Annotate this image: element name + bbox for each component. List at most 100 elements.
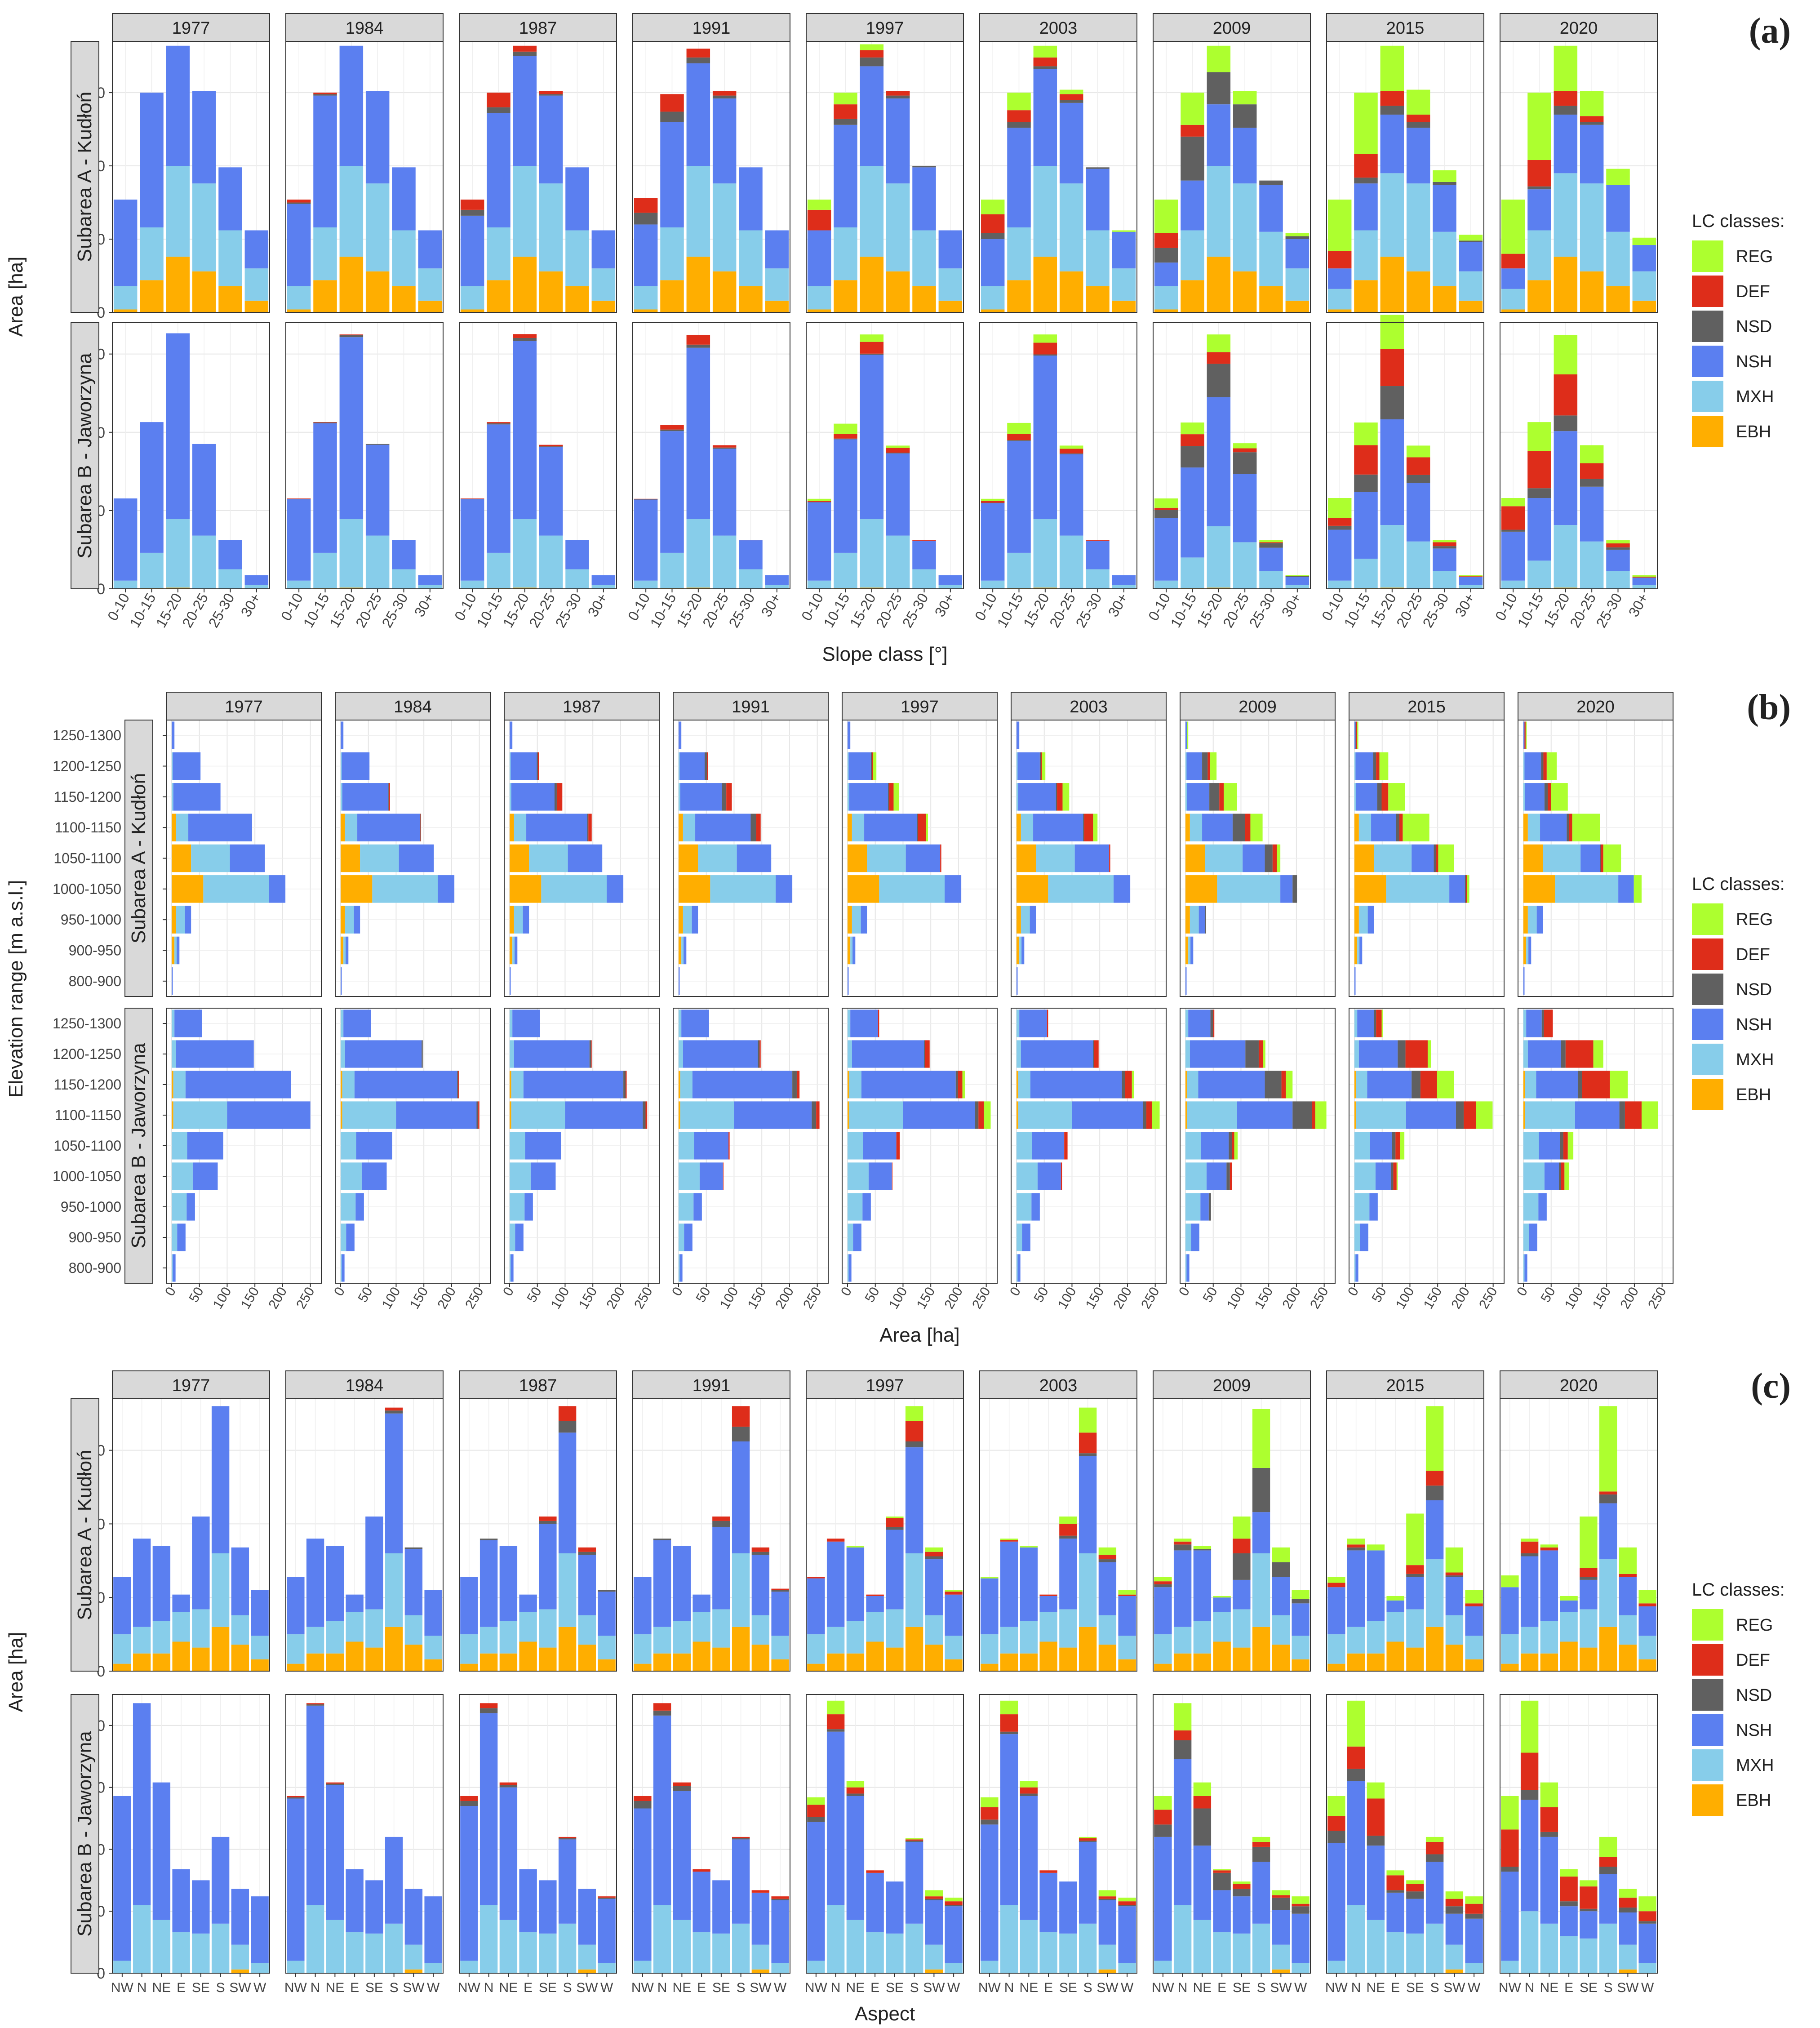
bar-mxh-1150-1200: [1525, 1071, 1536, 1098]
bar-nsh-15-20: [1033, 69, 1057, 166]
bar-nsh-1150-1200: [861, 1071, 956, 1098]
bar-reg-1250-1300: [1357, 721, 1358, 749]
bar-nsh-10-15: [1007, 128, 1031, 227]
bar-mxh-1000-1050: [879, 875, 945, 903]
bar-mxh-w: [1465, 1963, 1483, 1973]
bar-nsh-n: [133, 1539, 151, 1627]
bar-ebh-sw: [231, 1969, 249, 1973]
bar-mxh-1250-1300: [1017, 1010, 1020, 1037]
bar-mxh-25-30: [392, 230, 416, 286]
facet-strip-label: 1984: [394, 698, 432, 716]
plot-border: [1349, 720, 1505, 997]
panel-tag: (a): [1749, 11, 1791, 51]
bar-nsd-n: [1173, 1740, 1192, 1759]
plot-area: [1153, 323, 1310, 589]
bar-nsd-20-25: [712, 447, 737, 449]
bar-nsd-1150-1200: [722, 783, 727, 811]
legend-item-reg: REG: [1692, 1609, 1773, 1641]
bar-nsh-1150-1200: [1367, 1071, 1412, 1098]
bar-mxh-nw: [1501, 1634, 1519, 1664]
x-tick-label: S: [390, 1980, 399, 1995]
bar-reg-n: [1520, 1539, 1539, 1542]
bar-mxh-30: [1112, 585, 1136, 589]
bar-mxh-20-25: [1233, 542, 1257, 589]
bar-nsh-950-1000: [523, 906, 529, 934]
bar-ebh-20-25: [192, 271, 216, 312]
bar-mxh-25-30: [218, 230, 242, 286]
plot-border: [1349, 1008, 1505, 1284]
bar-nsh-800-900: [1523, 967, 1525, 995]
bar-nsd-15-20: [1554, 415, 1578, 431]
bar-nsd-10-15: [1007, 440, 1031, 441]
bar-nsh-1000-1050: [1449, 875, 1465, 903]
bar-nsh-800-900: [172, 967, 173, 995]
bar-def-w: [1292, 1903, 1310, 1907]
bar-mxh-20-25: [1580, 541, 1604, 589]
x-tick-label: SE: [886, 1980, 904, 1995]
bar-mxh-nw: [287, 1634, 305, 1664]
bar-mxh-950-1000: [345, 906, 354, 934]
bar-reg-1200-1250: [1042, 752, 1046, 780]
bar-ebh-30: [1632, 300, 1656, 312]
facet-subarea-a-kud-o-1984: 1984: [285, 13, 444, 313]
bar-nsh-1100-1150: [227, 1101, 311, 1129]
bar-mxh-800-900: [1354, 1254, 1356, 1282]
bar-nsd-1150-1200: [1209, 783, 1220, 811]
bar-mxh-1100-1150: [1018, 1101, 1072, 1129]
bar-nsh-1150-1200: [523, 1071, 624, 1098]
bar-mxh-25-30: [565, 569, 589, 589]
facet-strip: [504, 692, 660, 720]
bar-nsh-30: [418, 575, 442, 585]
bar-ebh-ne: [499, 1653, 518, 1671]
bar-reg-sw: [1445, 1547, 1464, 1573]
bar-def-1150-1200: [1420, 1071, 1437, 1098]
x-tick-label: E: [524, 1980, 533, 1995]
bar-reg-se: [1580, 1517, 1598, 1568]
bar-nsh-15-20: [1380, 419, 1404, 525]
bar-nsd-w: [598, 1590, 616, 1592]
facet-subarea-a-kud-o-1987: 1987: [504, 692, 660, 997]
bar-ebh-1100-1150: [172, 1101, 173, 1129]
bar-mxh-0-10: [1327, 580, 1352, 589]
bar-nsh-1150-1200: [1198, 1071, 1265, 1098]
bar-nsh-950-1000: [1369, 1193, 1378, 1221]
bar-nsh-1250-1300: [1526, 1010, 1542, 1037]
bar-reg-s: [1425, 1837, 1444, 1842]
bar-def-se: [712, 1517, 730, 1521]
bar-mxh-950-1000: [1523, 1193, 1539, 1221]
bar-nsd-nw: [1154, 1584, 1172, 1588]
bar-mxh-1000-1050: [1354, 1162, 1376, 1190]
bar-nsh-ne: [1367, 1846, 1385, 1920]
bar-nsh-25-30: [1433, 185, 1456, 232]
bar-ebh-15-20: [339, 257, 364, 312]
bar-def-20-25: [712, 91, 737, 96]
facet-subarea-b-jaworzyna-1997: 0 50 100 150 200 250: [838, 1008, 998, 1312]
bar-mxh-1050-1100: [1036, 844, 1075, 872]
row-strip: [71, 41, 99, 313]
bar-ebh-s: [211, 1627, 230, 1671]
x-tick-label: NW: [1499, 1980, 1522, 1995]
bar-mxh-e: [1039, 1612, 1057, 1642]
bar-def-s: [905, 1421, 923, 1441]
bar-nsh-1050-1100: [187, 1132, 223, 1160]
legend-label-reg: REG: [1736, 1616, 1773, 1635]
bar-mxh-1200-1250: [1017, 1040, 1021, 1068]
bar-nsh-e: [172, 1594, 190, 1612]
bar-mxh-e: [692, 1612, 710, 1642]
bar-nsh-1250-1300: [343, 1010, 371, 1037]
bar-reg-25-30: [1606, 540, 1630, 544]
bar-nsh-1200-1250: [852, 1040, 924, 1068]
bar-nsd-nw: [981, 1819, 999, 1825]
bar-nsh-0-10: [1501, 268, 1525, 289]
bar-mxh-1150-1200: [849, 1071, 861, 1098]
bar-ebh-10-15: [487, 280, 510, 312]
legend-item-nsd: NSD: [1692, 311, 1772, 342]
bar-nsh-sw: [1272, 1910, 1290, 1945]
bar-reg-ne: [846, 1781, 865, 1788]
bar-mxh-900-950: [1017, 1223, 1022, 1251]
bar-ebh-e: [346, 1641, 364, 1671]
bar-def-1200-1250: [1094, 1040, 1099, 1068]
bar-mxh-1000-1050: [1185, 1162, 1207, 1190]
